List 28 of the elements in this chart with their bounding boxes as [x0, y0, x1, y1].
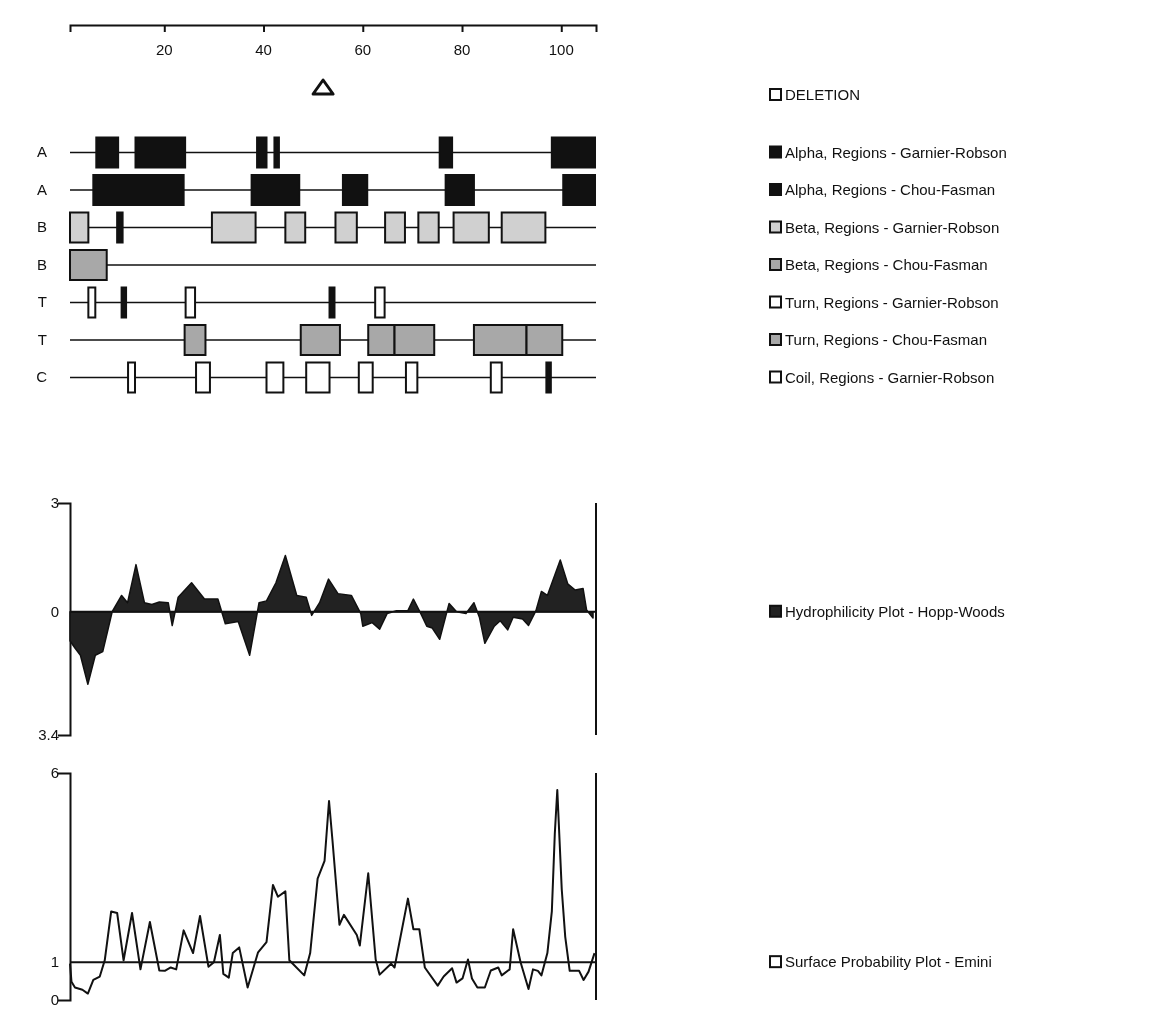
x-tick-label: 40: [255, 41, 272, 58]
text: Beta, Regions - Garnier-Robson: [785, 218, 1000, 236]
y-tick-label: 1: [50, 953, 59, 971]
y-tick-label: 0: [50, 603, 59, 621]
y-tick-label: T: [37, 330, 47, 348]
y-tick-label: A: [36, 180, 47, 198]
text: Beta, Regions - Chou-Fasman: [785, 256, 988, 273]
text: Turn, Regions - Chou-Fasman: [785, 331, 988, 348]
y-tick-label: C: [36, 368, 48, 386]
y-tick-label: 6: [50, 764, 59, 782]
y-tick-label: 3: [50, 494, 59, 512]
y-tick-label: B: [36, 218, 47, 236]
y-tick-label: B: [36, 255, 47, 273]
y-tick-label: 0: [50, 991, 59, 1009]
text: Turn, Regions - Garnier-Robson: [785, 293, 999, 311]
text: DELETION: [785, 86, 861, 103]
x-tick-label: 100: [548, 41, 574, 58]
y-tick-label: 3.4: [38, 726, 59, 744]
y-tick-label: A: [36, 143, 47, 161]
x-tick-label: 60: [354, 41, 372, 58]
text: Surface Probability Plot - Emini: [785, 953, 992, 971]
text: Alpha, Regions - Garnier-Robson: [785, 143, 1007, 161]
x-tick-label: 20: [155, 41, 173, 58]
y-tick-label: T: [37, 293, 47, 311]
text: Alpha, Regions - Chou-Fasman: [785, 181, 996, 198]
text: Coil, Regions - Garnier-Robson: [785, 368, 995, 386]
x-tick-label: 80: [453, 41, 471, 58]
text: Hydrophilicity Plot - Hopp-Woods: [785, 602, 1005, 620]
